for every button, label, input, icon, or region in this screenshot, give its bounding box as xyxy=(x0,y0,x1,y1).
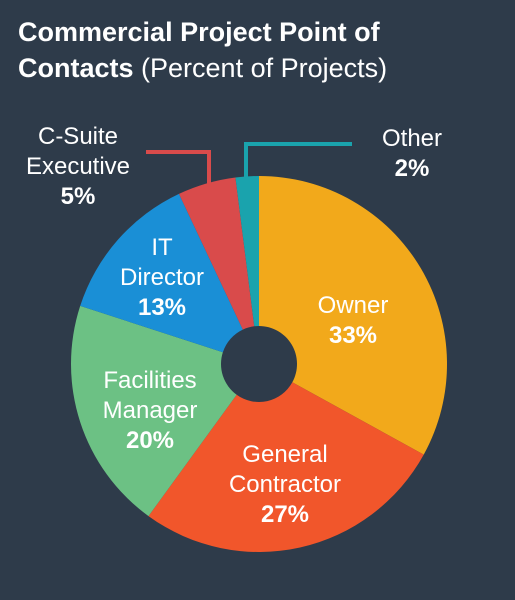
slice-percent-c-suite-executive: 5% xyxy=(61,183,96,210)
slice-percent-facilities-manager: 20% xyxy=(126,427,174,454)
chart-title: Commercial Project Point of Contacts (Pe… xyxy=(18,14,498,86)
slice-label-general-contractor: General xyxy=(242,441,327,468)
title-line-1: Commercial Project Point of xyxy=(18,17,380,47)
pie-slice-it-director xyxy=(80,193,243,353)
title-line-2: Contacts xyxy=(18,53,134,83)
title-subtitle: (Percent of Projects) xyxy=(141,53,388,83)
slice-label-c-suite-executive: Executive xyxy=(26,153,130,180)
slice-percent-owner: 33% xyxy=(329,322,377,349)
slice-label-c-suite-executive: C-Suite xyxy=(38,123,118,150)
slice-label-it-director: IT xyxy=(151,234,173,261)
slice-label-facilities-manager: Manager xyxy=(103,397,198,424)
pie-slice-general-contractor xyxy=(148,382,424,553)
pie-slice-facilities-manager xyxy=(71,305,237,517)
leader-line-c-suite-executive xyxy=(146,150,211,192)
leader-line-other xyxy=(244,142,352,186)
slice-label-owner: Owner xyxy=(318,292,389,319)
slice-label-general-contractor: Contractor xyxy=(229,471,341,498)
slice-percent-it-director: 13% xyxy=(138,294,186,321)
pie-slice-other xyxy=(235,176,259,327)
pie-slice-c-suite-executive xyxy=(178,177,255,330)
slice-percent-other: 2% xyxy=(395,155,430,182)
slice-label-it-director: Director xyxy=(120,264,204,291)
slice-label-facilities-manager: Facilities xyxy=(103,367,196,394)
slice-percent-general-contractor: 27% xyxy=(261,501,309,528)
pie-slice-owner xyxy=(259,176,448,455)
slice-label-other: Other xyxy=(382,125,442,152)
